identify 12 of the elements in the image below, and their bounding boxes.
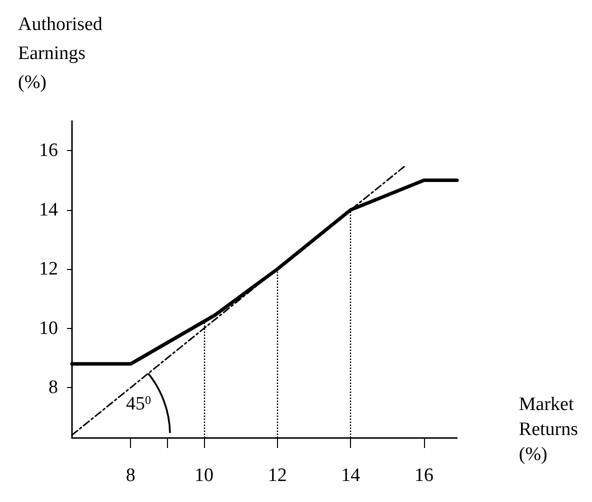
y-axis-title: Authorised Earnings (%) [18,14,103,93]
y-tick-label: 14 [39,199,58,220]
y-tick-label: 12 [39,258,58,280]
y-tick-label: 8 [48,377,58,398]
y-tick-label: 16 [39,140,58,162]
x-tick-label: 14 [341,465,361,486]
x-tick-label: 12 [268,465,287,486]
x-axis-title: Market Returns (%) [518,394,578,465]
x-tick-label: 8 [126,465,136,486]
y-tick-label: 10 [39,318,58,339]
x-tick-label: 16 [414,465,434,486]
x-tick-label: 10 [194,465,214,486]
